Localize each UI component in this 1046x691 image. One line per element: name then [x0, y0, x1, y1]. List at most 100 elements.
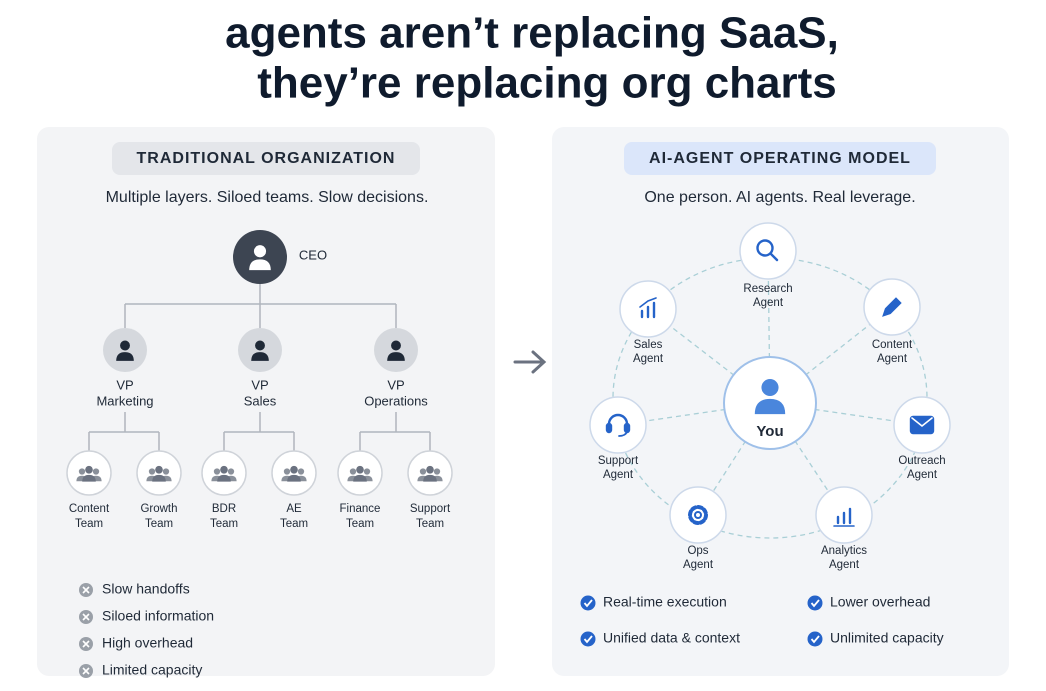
title-line: agents aren’t replacing SaaS, — [225, 9, 839, 58]
icon-body — [249, 259, 271, 271]
icon-body — [353, 474, 367, 482]
person-icon — [116, 340, 134, 361]
icon-head — [148, 468, 156, 475]
agent-label: Agent — [877, 353, 908, 365]
benefit: Real-time execution — [603, 594, 727, 610]
agent-label: Ops — [687, 545, 708, 557]
person-icon — [387, 340, 405, 361]
icon-head — [297, 468, 305, 475]
gear — [688, 505, 708, 525]
agent-icon — [605, 413, 631, 437]
person-icon — [353, 465, 367, 482]
team-label: Team — [75, 518, 103, 530]
agent-icon — [688, 505, 708, 525]
person-icon — [217, 465, 231, 482]
vp-label: VP — [251, 377, 268, 392]
person-icon — [423, 465, 437, 482]
agent-node — [739, 222, 797, 280]
right-badge — [624, 142, 936, 175]
check-mark — [810, 599, 820, 608]
agent-label: Agent — [829, 559, 860, 571]
drawback: High overhead — [102, 635, 193, 651]
icon-head — [155, 465, 163, 474]
vp-label: Sales — [244, 393, 277, 408]
left-subtitle: Multiple layers. Siloed teams. Slow deci… — [106, 189, 429, 206]
agent-node — [589, 396, 647, 454]
benefit: Lower overhead — [830, 594, 930, 610]
agent-icon — [909, 415, 935, 435]
right-subtitle: One person. AI agents. Real leverage. — [644, 189, 915, 206]
vp-label: VP — [387, 377, 404, 392]
icon-head — [253, 245, 267, 258]
flap — [911, 417, 933, 428]
vp-label: Operations — [364, 393, 428, 408]
icon-head — [419, 468, 427, 475]
agent-node — [669, 486, 727, 544]
agent-icon — [833, 507, 855, 527]
icon-head — [220, 465, 228, 474]
pencil — [882, 297, 902, 317]
icon-head — [356, 465, 364, 474]
icon-head — [162, 468, 170, 475]
person-icon — [152, 465, 166, 482]
icon-head — [391, 340, 401, 351]
ceo-label: CEO — [299, 247, 327, 262]
person-icon — [251, 340, 269, 361]
icon-head — [120, 340, 130, 351]
title-line: they’re replacing org charts — [257, 59, 837, 108]
vp-label: VP — [116, 377, 133, 392]
icon-head — [363, 468, 371, 475]
team-label: Content — [69, 503, 110, 515]
icon-head — [92, 468, 100, 475]
agent-label: Research — [743, 283, 792, 295]
left-badge-text: TRADITIONAL ORGANIZATION — [137, 150, 396, 167]
icon-head — [290, 465, 298, 474]
agent-label: Agent — [753, 297, 784, 309]
check-mark — [583, 599, 593, 608]
agent-label: Support — [598, 455, 639, 467]
left-panel — [37, 127, 495, 676]
trend — [639, 297, 657, 308]
icon-body — [217, 474, 231, 482]
icon-head — [761, 378, 779, 397]
icon-head — [283, 468, 291, 475]
right-badge-text: AI-AGENT OPERATING MODEL — [649, 150, 911, 167]
agent-label: Outreach — [898, 455, 945, 467]
team-label: Growth — [140, 503, 177, 515]
agent-label: Agent — [633, 353, 664, 365]
arrow — [513, 350, 547, 374]
drawback: Siloed information — [102, 608, 214, 624]
team-label: Support — [410, 503, 451, 515]
agent-label: Content — [872, 339, 913, 351]
x-mark — [82, 586, 90, 594]
check-icon — [807, 595, 823, 611]
team-label: Team — [416, 518, 444, 530]
team-label: Team — [346, 518, 374, 530]
check-mark — [810, 635, 820, 644]
agent-label: Agent — [907, 469, 938, 481]
handle — [769, 252, 779, 262]
person-icon — [82, 465, 96, 482]
icon-head — [426, 465, 434, 474]
icon-body — [754, 398, 786, 415]
icon-head — [227, 468, 235, 475]
agent-label: Analytics — [821, 545, 867, 557]
agent-label: Agent — [603, 469, 634, 481]
team-label: Team — [145, 518, 173, 530]
agent-icon — [639, 297, 657, 319]
check-icon — [807, 631, 823, 647]
icon-body — [423, 474, 437, 482]
icon-head — [349, 468, 357, 475]
team-label: Team — [210, 518, 238, 530]
agent-icon — [882, 297, 902, 317]
icon-head — [78, 468, 86, 475]
icon-body — [287, 474, 301, 482]
icon-head — [255, 340, 265, 351]
left-badge — [112, 142, 420, 175]
icon-body — [152, 474, 166, 482]
agent-label: Agent — [683, 559, 714, 571]
ear — [623, 422, 631, 434]
team-label: BDR — [212, 503, 236, 515]
you-label: You — [756, 423, 783, 440]
